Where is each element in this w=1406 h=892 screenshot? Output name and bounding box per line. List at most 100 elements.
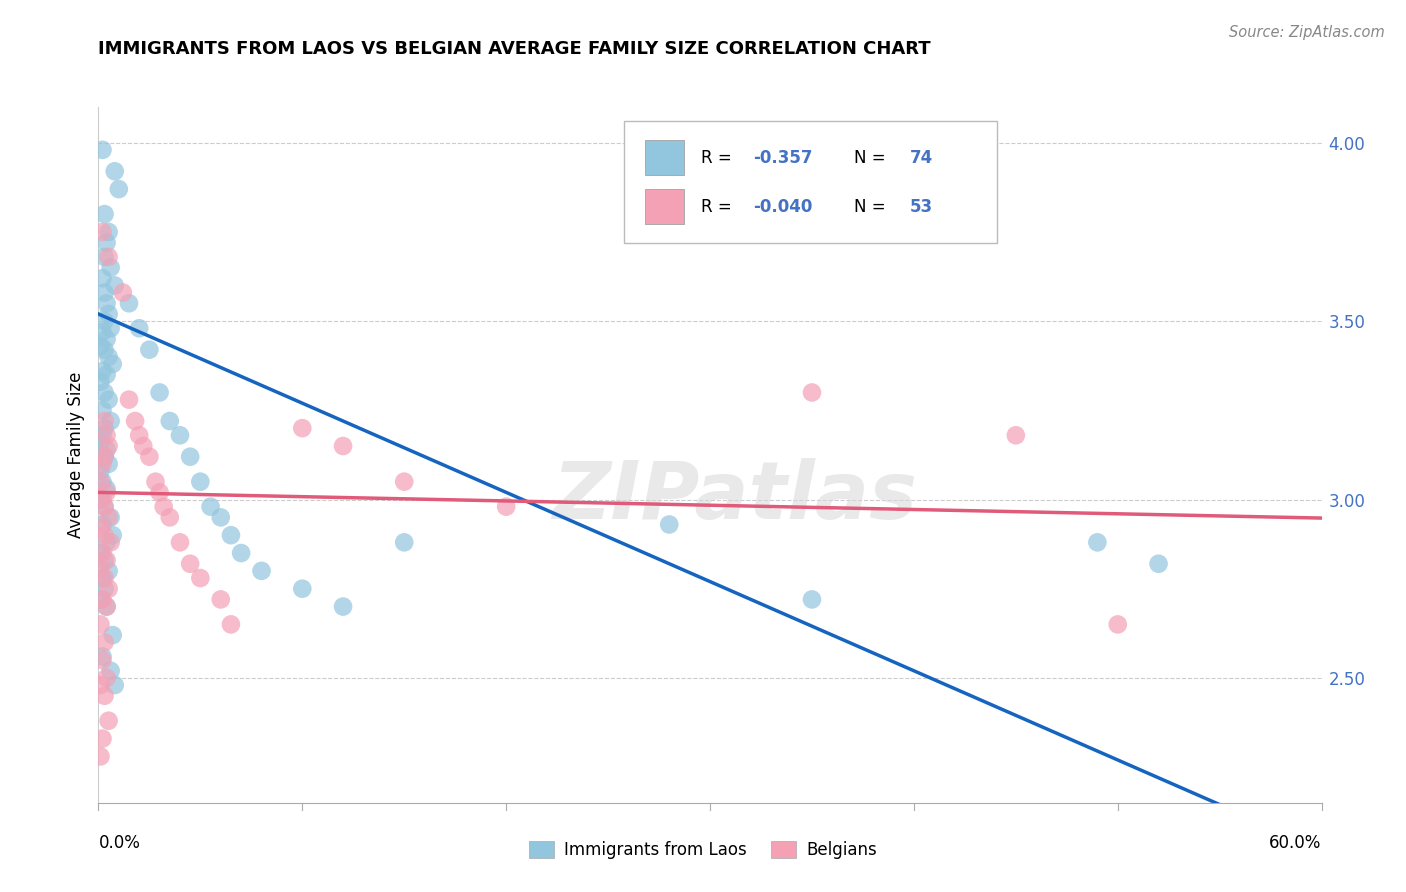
Point [93,343,115,357]
Point [91,492,114,507]
Point [97,250,120,264]
Point [96,296,118,310]
Text: Source: ZipAtlas.com: Source: ZipAtlas.com [1229,25,1385,40]
Point [97,582,120,596]
Point [91,475,114,489]
Point [124,414,146,428]
Point [93,571,115,585]
Point [179,450,201,464]
Point [89,475,111,489]
Point [179,557,201,571]
Point [392,535,416,549]
Point [104,678,127,692]
Text: R =: R = [702,197,738,216]
Point [101,628,124,642]
Point [118,392,141,407]
Point [332,599,354,614]
Y-axis label: Average Family Size: Average Family Size [66,372,84,538]
Point [97,564,120,578]
Point [93,635,115,649]
Point [91,403,114,417]
Point [89,678,111,692]
Point [97,439,120,453]
Point [104,164,127,178]
Point [89,492,111,507]
Point [100,664,122,678]
Bar [645,189,685,224]
Point [1107,617,1129,632]
Point [93,414,115,428]
Point [1085,535,1108,549]
Text: -0.040: -0.040 [752,197,813,216]
Text: 74: 74 [910,149,932,167]
Point [128,321,150,335]
Point [93,250,115,264]
Point [91,592,114,607]
Text: N =: N = [855,197,891,216]
Point [101,528,124,542]
Point [93,450,115,464]
Point [93,207,115,221]
Point [100,510,122,524]
Point [89,617,111,632]
Point [111,285,134,300]
Point [1147,557,1170,571]
Point [91,653,114,667]
Point [219,528,242,542]
Point [93,314,115,328]
Point [91,143,114,157]
Point [145,475,167,489]
Text: -0.357: -0.357 [752,149,813,167]
Point [209,592,232,607]
Point [89,592,111,607]
Point [149,485,172,500]
Point [97,350,120,364]
Point [97,307,120,321]
Point [169,535,191,549]
Point [100,321,122,335]
Bar [645,140,685,175]
Point [93,500,115,514]
Point [89,375,111,389]
Point [96,671,118,685]
Point [231,546,253,560]
Point [149,385,172,400]
Point [93,689,115,703]
Point [96,368,118,382]
Point [128,428,150,442]
Point [91,571,114,585]
FancyBboxPatch shape [624,121,997,243]
Point [96,332,118,346]
Point [89,435,111,450]
Point [159,414,181,428]
Point [89,749,111,764]
Text: N =: N = [855,149,891,167]
Point [91,649,114,664]
Point [188,571,212,585]
Point [219,617,242,632]
Point [91,364,114,378]
Point [96,428,118,442]
Point [152,500,174,514]
Text: R =: R = [702,149,738,167]
Point [91,271,114,285]
Point [97,392,120,407]
Point [96,442,118,457]
Point [159,510,181,524]
Point [96,599,118,614]
Point [91,457,114,471]
Point [250,564,273,578]
Point [97,457,120,471]
Point [96,535,118,549]
Point [93,421,115,435]
Point [138,450,160,464]
Point [200,500,222,514]
Point [93,528,115,542]
Point [97,225,120,239]
Point [392,475,416,489]
Point [96,482,118,496]
Point [97,510,120,524]
Point [138,343,160,357]
Point [495,500,517,514]
Point [89,521,111,535]
